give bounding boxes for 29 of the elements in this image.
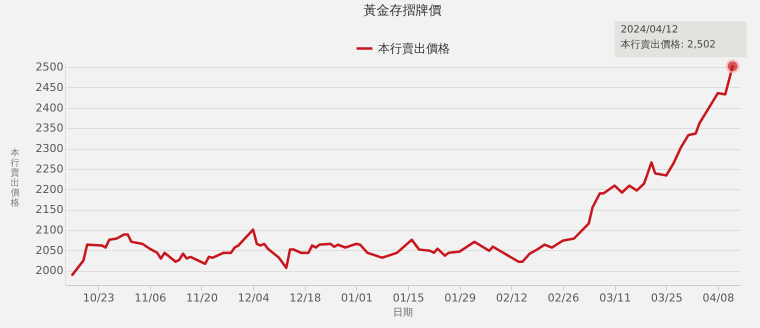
x-tick-label: 01/29 xyxy=(444,292,476,304)
y-tick-label: 2300 xyxy=(36,142,64,156)
y-tick-label: 2400 xyxy=(36,101,64,114)
y-axis-title: 本行賣出價格 xyxy=(10,148,20,208)
x-tick-label: 02/12 xyxy=(496,292,528,304)
x-tick-label: 03/25 xyxy=(650,292,683,304)
y-tick-label: 2450 xyxy=(36,80,64,94)
annotation: 2024/04/12 本行賣出價格: 2,502 xyxy=(620,24,716,50)
x-tick-label: 12/04 xyxy=(238,292,270,304)
y-tick-label: 2200 xyxy=(36,182,64,196)
x-axis-title: 日期 xyxy=(393,306,413,318)
x-tick-label: 03/11 xyxy=(599,292,631,304)
x-tick-label: 02/26 xyxy=(548,292,580,304)
x-tick-label: 04/08 xyxy=(702,292,734,304)
y-tick-label: 2250 xyxy=(36,162,64,176)
y-tick-label: 2500 xyxy=(36,60,64,74)
legend-label: 本行賣出價格 xyxy=(378,42,450,56)
x-tick-label: 01/01 xyxy=(341,292,373,304)
x-tick-label: 01/15 xyxy=(392,292,424,304)
x-tick-label: 11/06 xyxy=(134,292,166,304)
y-tick-label: 2350 xyxy=(36,122,64,135)
x-tick-label: 11/20 xyxy=(186,292,218,304)
y-tick-label: 2050 xyxy=(36,244,64,257)
x-tick-label: 10/23 xyxy=(82,292,115,304)
y-tick-label: 2000 xyxy=(36,264,64,278)
chart-title: 黃金存摺牌價 xyxy=(364,3,442,18)
y-tick-label: 2150 xyxy=(36,203,64,216)
y-tick-label: 2100 xyxy=(36,224,64,237)
x-tick-label: 12/18 xyxy=(289,292,322,304)
